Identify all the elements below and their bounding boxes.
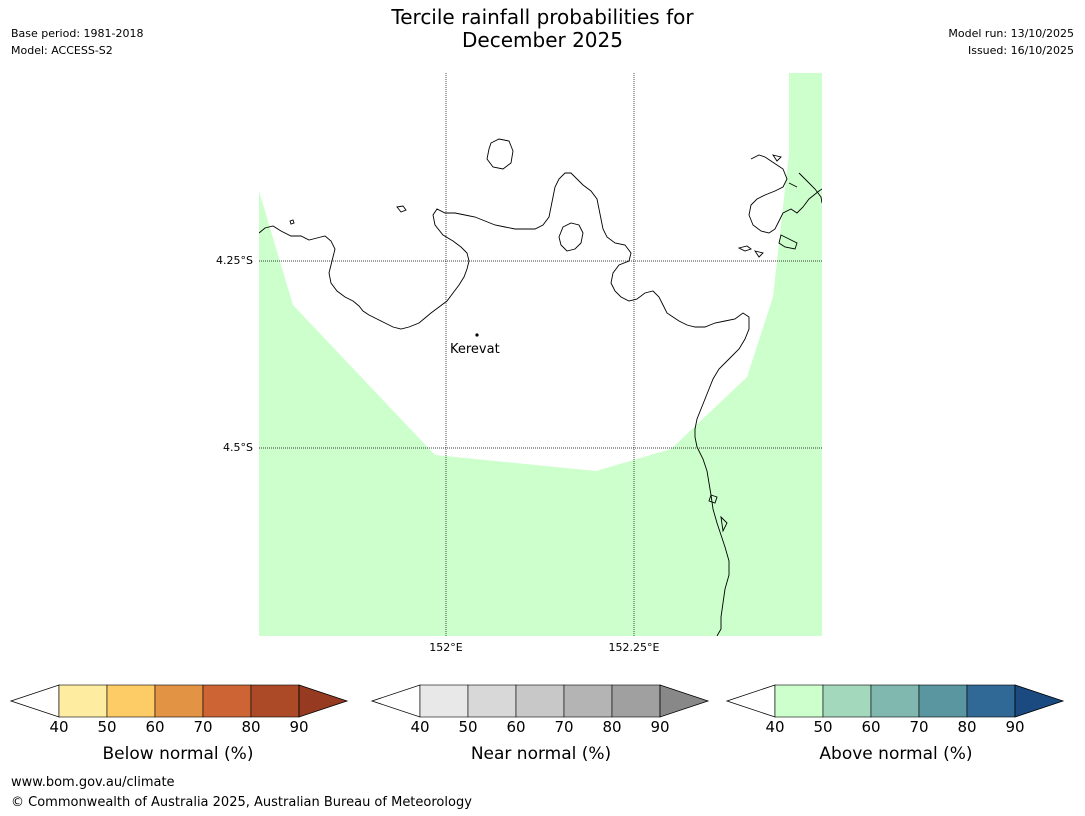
- issued-date: Issued: 16/10/2025: [967, 44, 1074, 57]
- base-period: Base period: 1981-2018: [11, 27, 144, 40]
- coastline-new-ireland: [778, 172, 822, 250]
- cb-above-tick-60: 60: [861, 718, 881, 736]
- model-name: Model: ACCESS-S2: [11, 44, 113, 57]
- lon-label-152e: 152°E: [429, 641, 463, 654]
- cb-below-tick-40: 40: [49, 718, 69, 736]
- cb-near-bin-50-60: [467, 684, 517, 718]
- metadata-right: Model run: 13/10/2025 Issued: 16/10/2025: [948, 25, 1074, 59]
- model-run: Model run: 13/10/2025: [948, 27, 1074, 40]
- cb-below-tick-60: 60: [145, 718, 165, 736]
- town-marker-kerevat: [475, 333, 479, 337]
- coastline-island-north: [486, 138, 514, 170]
- map-panel: [259, 73, 822, 636]
- colorbar-near-normal: [370, 684, 710, 718]
- cb-below-tick-90: 90: [289, 718, 309, 736]
- cb-above-tick-70: 70: [909, 718, 929, 736]
- coastline-islet-east-2: [753, 250, 764, 258]
- cb-above-bin-40-50: [774, 684, 824, 718]
- coastline-islet-west: [396, 205, 407, 213]
- colorbar-below-normal: [9, 684, 349, 718]
- cb-below-bin-40-50: [58, 684, 108, 718]
- cb-above-bin-60-70: [870, 684, 920, 718]
- cb-above-tick-90: 90: [1005, 718, 1025, 736]
- lat-label-4-5s: 4.5°S: [223, 441, 253, 454]
- colorbar-title-near: Near normal (%): [470, 744, 612, 764]
- cb-near-bin-60-70: [515, 684, 565, 718]
- cb-below-bin-80-90: [250, 684, 300, 718]
- cb-above-bin-70-80: [918, 684, 968, 718]
- cb-near-bin-80-90: [611, 684, 661, 718]
- cb-below-tick-70: 70: [193, 718, 213, 736]
- cb-below-bin-50-60: [106, 684, 156, 718]
- coastline-islet-tiny: [289, 219, 295, 225]
- cb-above-tick-40: 40: [765, 718, 785, 736]
- cb-below-tick-50: 50: [97, 718, 117, 736]
- metadata-left: Base period: 1981-2018 Model: ACCESS-S2: [11, 25, 143, 59]
- title-line-1: Tercile rainfall probabilities for: [391, 5, 694, 29]
- colorbar-title-below: Below normal (%): [102, 744, 254, 764]
- cb-near-tick-40: 40: [410, 718, 430, 736]
- cb-near-tick-50: 50: [458, 718, 478, 736]
- lon-label-152-25e: 152.25°E: [608, 641, 660, 654]
- cb-below-extend-low: [9, 684, 60, 718]
- cb-above-bin-50-60: [822, 684, 872, 718]
- footer-url[interactable]: www.bom.gov.au/climate: [11, 775, 175, 790]
- colorbar-above-normal: [725, 684, 1065, 718]
- map-title: Tercile rainfall probabilities for Decem…: [0, 6, 1085, 52]
- title-line-2: December 2025: [462, 28, 623, 52]
- cb-above-bin-80-90: [966, 684, 1016, 718]
- cb-above-extend-high: [1014, 684, 1065, 718]
- map-svg: [259, 73, 822, 636]
- town-label-kerevat: Kerevat: [450, 342, 500, 357]
- cb-near-tick-60: 60: [506, 718, 526, 736]
- cb-above-tick-80: 80: [957, 718, 977, 736]
- cb-near-tick-90: 90: [650, 718, 670, 736]
- cb-near-bin-70-80: [563, 684, 613, 718]
- cb-near-bin-40-50: [419, 684, 469, 718]
- lat-label-4-25s: 4.25°S: [216, 254, 253, 267]
- above-normal-probability-region: [259, 73, 822, 636]
- coastline-south-islet: [708, 494, 728, 533]
- coastline: [259, 138, 822, 636]
- coastline-islet-east-1: [737, 245, 752, 252]
- coastline-islet-east-3: [771, 154, 782, 162]
- cb-near-extend-low: [370, 684, 421, 718]
- coastline-duke-of-york: [748, 154, 822, 234]
- cb-below-bin-70-80: [202, 684, 252, 718]
- cb-near-tick-70: 70: [554, 718, 574, 736]
- cb-near-tick-80: 80: [602, 718, 622, 736]
- coastline-harbour: [558, 222, 584, 252]
- cb-below-extend-high: [298, 684, 349, 718]
- footer-copyright: © Commonwealth of Australia 2025, Austra…: [11, 795, 472, 810]
- cb-below-tick-80: 80: [241, 718, 261, 736]
- cb-above-extend-low: [725, 684, 776, 718]
- cb-near-extend-high: [659, 684, 710, 718]
- cb-above-tick-50: 50: [813, 718, 833, 736]
- cb-below-bin-60-70: [154, 684, 204, 718]
- colorbar-title-above: Above normal (%): [819, 744, 973, 764]
- coastline-main: [259, 172, 750, 636]
